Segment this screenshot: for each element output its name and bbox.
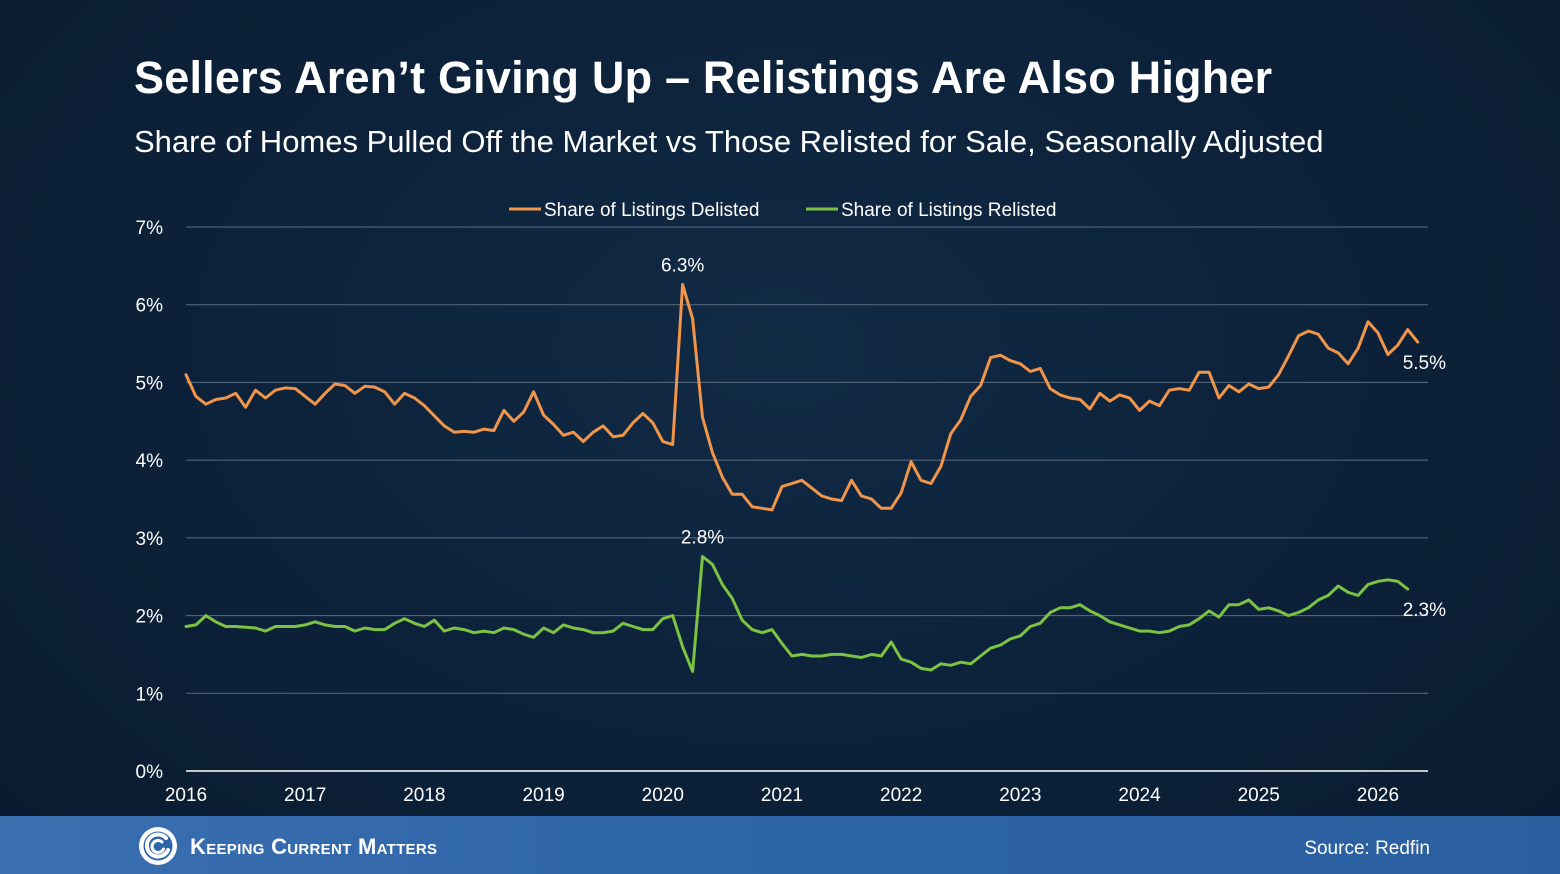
kcm-logo-icon <box>139 827 177 865</box>
y-tick-label: 2% <box>136 607 164 628</box>
x-tick-label: 2023 <box>999 785 1041 806</box>
y-tick-label: 5% <box>136 373 164 394</box>
source-note: Source: Redfin <box>1304 838 1430 859</box>
y-tick-label: 3% <box>136 529 164 550</box>
grid-lines <box>186 226 1428 772</box>
x-tick-label: 2016 <box>165 785 207 806</box>
y-tick-label: 7% <box>136 218 164 239</box>
relisted-line <box>184 555 1410 673</box>
x-tick-label: 2018 <box>403 785 445 806</box>
peak-label: 2.8% <box>681 528 724 549</box>
series-lines <box>184 283 1420 673</box>
x-axis-ticks: 2016 2017 2018 2019 2020 2021 2022 2023 2024 2025… <box>165 785 1399 806</box>
data-labels: 6.3% 5.5% 2.8% 2.3% <box>661 256 1446 622</box>
y-tick-label: 4% <box>136 451 164 472</box>
delisted-line <box>184 283 1420 512</box>
x-tick-label: 2025 <box>1238 785 1280 806</box>
end-label: 5.5% <box>1403 353 1446 374</box>
x-tick-label: 2017 <box>284 785 326 806</box>
x-tick-label: 2019 <box>522 785 564 806</box>
chart-subtitle: Share of Homes Pulled Off the Market vs … <box>134 124 1324 159</box>
x-tick-label: 2022 <box>880 785 922 806</box>
footer-bar: Keeping Current Matters Source: Redfin <box>0 816 1560 874</box>
line-chart: 0% 1% 2% 3% 4% 5% 6% 7% 2016 2017 2018 2019 2020 202… <box>136 200 1446 806</box>
legend-label: Share of Listings Relisted <box>841 200 1056 221</box>
y-tick-label: 1% <box>136 684 164 705</box>
x-tick-label: 2021 <box>761 785 803 806</box>
y-axis-ticks: 0% 1% 2% 3% 4% 5% 6% 7% <box>136 218 164 783</box>
legend-label: Share of Listings Delisted <box>544 200 759 221</box>
x-tick-label: 2026 <box>1357 785 1399 806</box>
legend: Share of Listings Delisted Share of Listi… <box>509 200 1056 221</box>
peak-label: 6.3% <box>661 256 704 277</box>
brand-name: Keeping Current Matters <box>190 834 438 859</box>
x-tick-label: 2024 <box>1118 785 1161 806</box>
y-tick-label: 0% <box>136 762 164 783</box>
end-label: 2.3% <box>1403 600 1446 621</box>
x-tick-label: 2020 <box>642 785 684 806</box>
chart-title: Sellers Aren’t Giving Up – Relistings Ar… <box>134 52 1273 103</box>
y-tick-label: 6% <box>136 296 164 317</box>
